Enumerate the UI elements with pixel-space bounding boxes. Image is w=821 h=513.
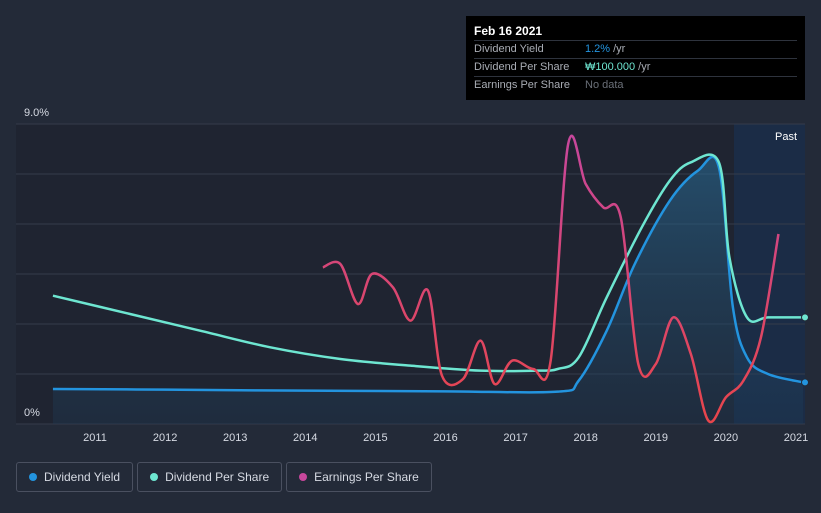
- x-tick-label: 2012: [153, 432, 177, 444]
- tooltip-label: Dividend Yield: [474, 43, 544, 55]
- x-tick-label: 2014: [293, 432, 317, 444]
- x-tick-label: 2019: [644, 432, 668, 444]
- tooltip-value: ₩100.000: [585, 61, 636, 73]
- legend-label: Earnings Per Share: [314, 470, 419, 484]
- tooltip-unit: /yr: [613, 43, 626, 55]
- dividend-yield-end-marker: [801, 378, 809, 387]
- legend-label: Dividend Yield: [44, 470, 121, 484]
- legend-item-dividend-yield[interactable]: Dividend Yield: [16, 462, 134, 492]
- x-tick-label: 2015: [363, 432, 387, 444]
- tooltip-value: 1.2%: [585, 43, 611, 55]
- tooltip-date: Feb 16 2021: [474, 24, 543, 38]
- tooltip-value: No data: [585, 79, 624, 91]
- y-axis-max-label: 9.0%: [24, 107, 49, 119]
- chart-legend: Dividend Yield Dividend Per Share Earnin…: [16, 462, 436, 492]
- tooltip-label: Earnings Per Share: [474, 79, 570, 91]
- y-axis-min-label: 0%: [24, 407, 40, 419]
- x-tick-label: 2017: [503, 432, 527, 444]
- x-tick-label: 2011: [83, 432, 107, 444]
- legend-item-dividend-per-share[interactable]: Dividend Per Share: [137, 462, 283, 492]
- x-tick-label: 2021: [784, 432, 808, 444]
- x-tick-label: 2020: [714, 432, 738, 444]
- legend-dot-icon: [299, 473, 308, 481]
- tooltip-row-dividend-yield: Dividend Yield 1.2% /yr: [474, 40, 797, 58]
- x-tick-label: 2016: [433, 432, 457, 444]
- tooltip-label: Dividend Per Share: [474, 61, 570, 73]
- dividend-per-share-end-marker: [801, 313, 809, 322]
- tooltip-row-earnings-per-share: Earnings Per Share No data: [474, 76, 797, 94]
- earnings-per-share-line: [322, 134, 780, 424]
- legend-label: Dividend Per Share: [165, 470, 270, 484]
- legend-item-earnings-per-share[interactable]: Earnings Per Share: [286, 462, 432, 492]
- tooltip-panel: Feb 16 2021 Dividend Yield 1.2% /yr Divi…: [466, 16, 805, 100]
- tooltip-unit: /yr: [638, 61, 651, 73]
- past-label: Past: [775, 131, 797, 143]
- dividend-yield-area: [52, 156, 804, 424]
- legend-dot-icon: [29, 473, 37, 481]
- dividend-yield-line: [52, 155, 804, 394]
- x-tick-label: 2013: [223, 432, 247, 444]
- dividend-per-share-line: [52, 153, 804, 373]
- tooltip-row-dividend-per-share: Dividend Per Share ₩100.000 /yr: [474, 58, 797, 76]
- x-tick-label: 2018: [573, 432, 597, 444]
- legend-dot-icon: [150, 473, 159, 481]
